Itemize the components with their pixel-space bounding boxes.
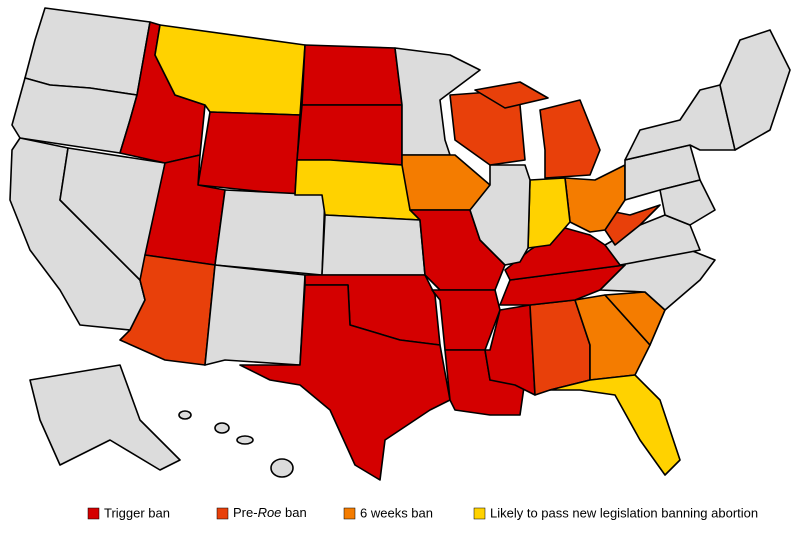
legend: Trigger ban Pre-Roe ban 6 weeks ban Like… bbox=[87, 505, 758, 520]
state bbox=[564, 164, 626, 233]
state bbox=[24, 7, 151, 96]
state bbox=[204, 264, 306, 366]
state bbox=[270, 458, 294, 478]
legend-swatch bbox=[343, 507, 356, 520]
legend-label: Likely to pass new legislation banning a… bbox=[490, 505, 758, 520]
state bbox=[321, 214, 426, 276]
legend-label: Trigger ban bbox=[104, 505, 170, 520]
state bbox=[296, 104, 403, 166]
state bbox=[214, 422, 230, 434]
state bbox=[236, 435, 254, 445]
legend-label-part: Roe bbox=[258, 505, 282, 520]
legend-swatch bbox=[87, 507, 100, 520]
legend-label-part: ban bbox=[281, 505, 306, 520]
state bbox=[484, 304, 536, 396]
state bbox=[659, 179, 716, 226]
state bbox=[474, 81, 549, 109]
state bbox=[29, 364, 181, 471]
state bbox=[549, 374, 681, 476]
state bbox=[301, 44, 403, 106]
state bbox=[214, 189, 326, 276]
legend-label: Pre-Roe ban bbox=[233, 505, 307, 520]
states bbox=[9, 7, 791, 481]
state bbox=[239, 284, 451, 481]
legend-swatch bbox=[216, 507, 229, 520]
state bbox=[394, 47, 481, 156]
legend-swatch bbox=[473, 507, 486, 520]
legend-label: 6 weeks ban bbox=[360, 505, 433, 520]
state bbox=[719, 29, 791, 151]
state bbox=[539, 99, 601, 179]
state bbox=[469, 164, 531, 266]
state bbox=[431, 289, 501, 351]
state bbox=[604, 214, 701, 266]
legend-label-part: Pre- bbox=[233, 505, 258, 520]
state bbox=[178, 410, 192, 420]
state bbox=[197, 111, 301, 196]
